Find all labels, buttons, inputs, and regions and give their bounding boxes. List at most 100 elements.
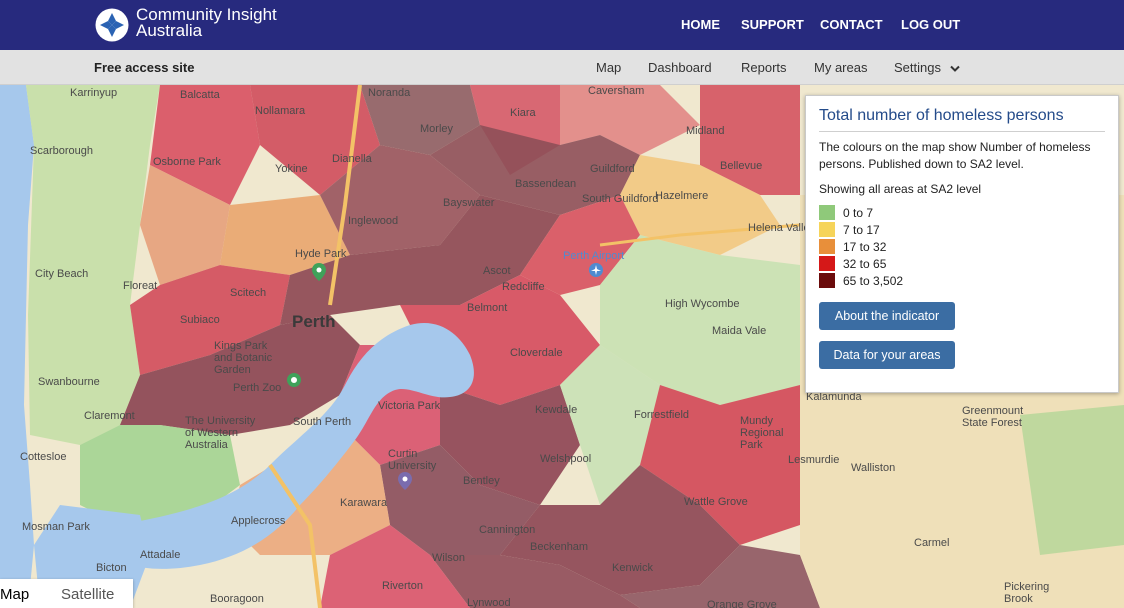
data-for-your-areas-button[interactable]: Data for your areas: [819, 341, 955, 369]
area-kenwick: [620, 545, 820, 608]
subnav-map[interactable]: Map: [596, 60, 622, 75]
swan-river: [100, 323, 474, 569]
sub-navigation-bar: Free access site Map Dashboard Reports M…: [0, 50, 1124, 85]
map-label: Redcliffe: [502, 281, 545, 293]
area-yokine: [220, 195, 350, 275]
brand-name[interactable]: Community Insight Australia: [136, 6, 277, 40]
legend-swatch: [819, 239, 835, 254]
great-eastern-highway-road: [599, 223, 801, 247]
map-label: Perth Airport: [563, 250, 625, 262]
legend-swatch: [819, 205, 835, 220]
map-label: Scitech: [230, 287, 267, 299]
map-label: Midland: [686, 125, 725, 137]
park-marker-icon[interactable]: [312, 263, 326, 281]
map-label: Cottesloe: [20, 451, 67, 463]
area-balcatta: [150, 85, 260, 205]
map-label: Curtin University: [388, 448, 437, 472]
map-label: Bellevue: [720, 160, 763, 172]
legend-label: 7 to 17: [843, 223, 880, 237]
map-type-map-option[interactable]: Map: [0, 586, 30, 603]
map-label: Bentley: [463, 475, 500, 487]
map-label: Caversham: [588, 85, 645, 97]
nav-home-link[interactable]: HOME: [681, 17, 720, 32]
top-header: Community Insight Australia HOME SUPPORT…: [0, 0, 1124, 50]
nav-logout-link[interactable]: LOG OUT: [901, 17, 961, 32]
map-label: Victoria Park: [378, 400, 441, 412]
map-label: Perth: [292, 312, 336, 331]
area-coastal-low: [26, 85, 160, 445]
map-label: Claremont: [84, 410, 135, 422]
map-label: Beckenham: [530, 541, 589, 553]
area-nollamara: [250, 85, 380, 195]
map-label: Kiara: [510, 107, 536, 119]
map-label: Booragoon: [210, 593, 264, 605]
area-forrestfield: [640, 385, 800, 545]
indicator-panel: Total number of homeless persons The col…: [805, 95, 1119, 393]
area-midland: [700, 85, 800, 195]
nav-support-link[interactable]: SUPPORT: [741, 17, 804, 32]
map-label: South Perth: [293, 416, 352, 428]
map-label: Bayswater: [443, 197, 495, 209]
map-label: Pickering Brook: [1004, 581, 1050, 605]
map-label: South Guildford: [582, 193, 659, 205]
map-label: Belmont: [467, 302, 508, 314]
map-label: Wilson: [432, 552, 466, 564]
nav-contact-link[interactable]: CONTACT: [820, 17, 883, 32]
map-type-satellite-option[interactable]: Satellite: [61, 586, 115, 603]
kwinana-freeway-road: [268, 463, 322, 608]
map-label: Karrinyup: [70, 87, 118, 99]
freeway-road: [328, 85, 362, 306]
map-label: Walliston: [851, 462, 896, 474]
map-label: Helena Valley: [748, 222, 816, 234]
area-beckenham: [430, 555, 640, 608]
map-label: Dianella: [332, 153, 372, 165]
about-indicator-button[interactable]: About the indicator: [819, 302, 955, 330]
area-noranda: [360, 85, 480, 155]
area-cloverdale: [440, 385, 580, 505]
zoo-marker-icon[interactable]: [287, 373, 301, 387]
legend-swatch: [819, 256, 835, 271]
subnav-dashboard[interactable]: Dashboard: [648, 60, 712, 75]
airport-icon[interactable]: [589, 263, 603, 277]
map-label: Wattle Grove: [684, 496, 748, 508]
area-bassendean: [430, 125, 640, 215]
subnav-settings[interactable]: Settings: [894, 60, 960, 75]
subnav-my-areas[interactable]: My areas: [814, 60, 868, 75]
subnav-reports[interactable]: Reports: [741, 60, 787, 75]
map-label: Hyde Park: [295, 248, 347, 260]
legend-label: 0 to 7: [843, 206, 874, 220]
area-perth-airport: [600, 235, 800, 405]
map-label: Mosman Park: [22, 521, 90, 533]
map-label: Maida Vale: [712, 325, 767, 337]
map-label: Carmel: [914, 537, 950, 549]
map-label: Karawara: [340, 497, 388, 509]
map-label: Attadale: [140, 549, 181, 561]
map-label: Kalamunda: [806, 391, 862, 403]
map-label: Guildford: [590, 163, 635, 175]
area-guildford: [520, 195, 640, 295]
map-label: City Beach: [35, 268, 89, 280]
map-label: Greenmount State Forest: [962, 405, 1024, 429]
panel-divider: [819, 131, 1105, 132]
map-label: Hazelmere: [655, 190, 709, 202]
map-label: Yokine: [275, 163, 308, 175]
community-insight-logo-icon[interactable]: [95, 8, 129, 42]
map-label: Welshpool: [540, 453, 592, 465]
map-label: The University of Western Australia: [185, 415, 256, 451]
map-label: Kenwick: [612, 562, 653, 574]
legend-label: 17 to 32: [843, 240, 887, 254]
area-bentley: [380, 445, 540, 555]
map-label: Mundy Regional Park: [740, 415, 784, 451]
map-label: Nollamara: [255, 105, 306, 117]
area-karawara: [320, 525, 470, 608]
panel-showing-text: Showing all areas at SA2 level: [819, 182, 982, 196]
area-perth-cbd: [120, 315, 360, 435]
university-marker-icon[interactable]: [398, 472, 412, 490]
brand-line-2: Australia: [136, 21, 203, 40]
map-label: Perth Zoo: [233, 382, 282, 394]
map-label: Swanbourne: [38, 376, 100, 388]
map-label: Kewdale: [535, 404, 578, 416]
map-label: Noranda: [368, 87, 411, 99]
panel-title: Total number of homeless persons: [819, 107, 1064, 124]
map-label: Osborne Park: [153, 156, 221, 168]
